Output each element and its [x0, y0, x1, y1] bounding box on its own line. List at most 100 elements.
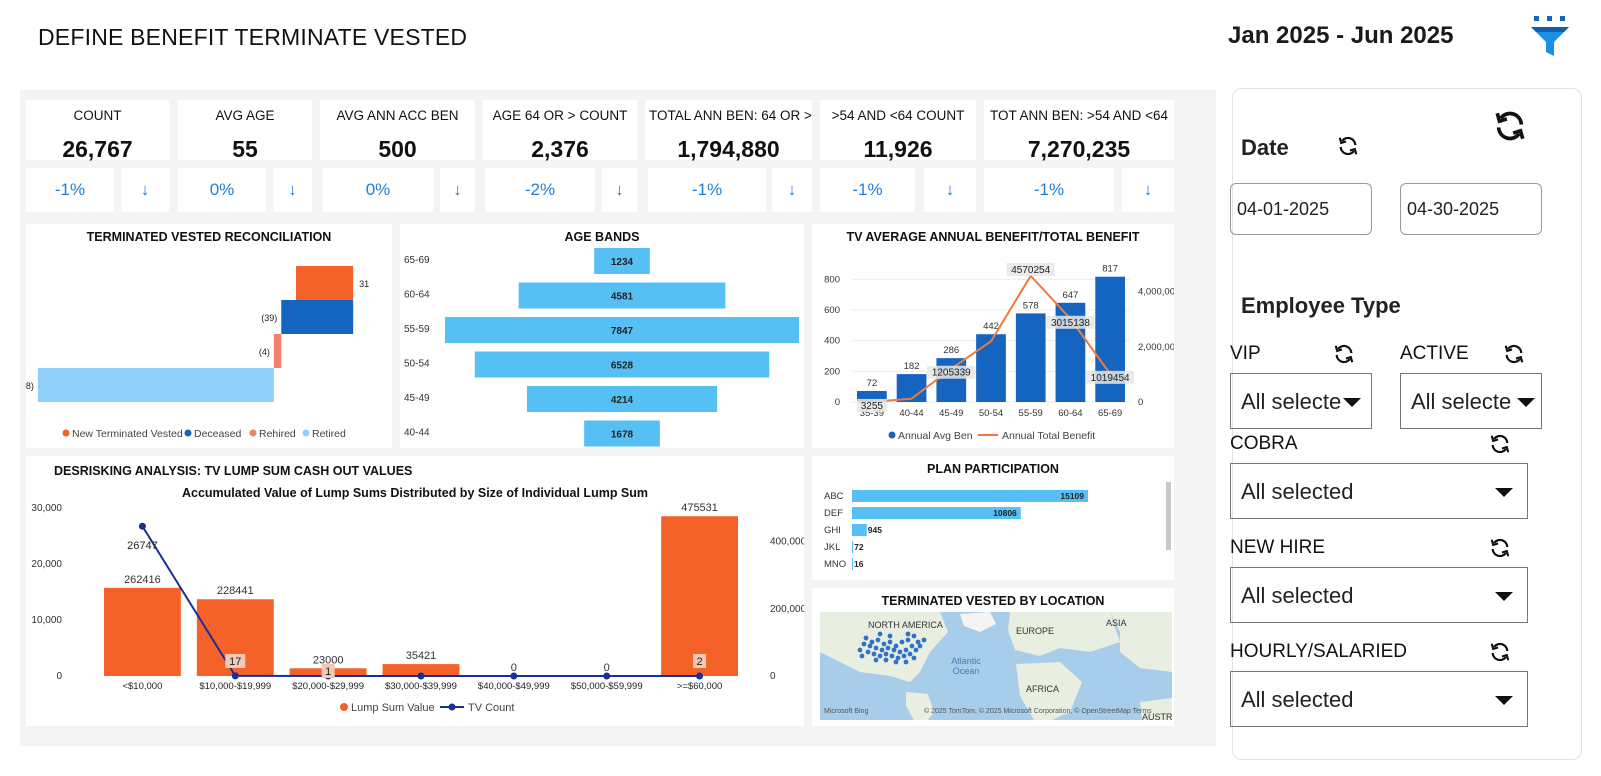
line-label-bg: [1006, 262, 1055, 276]
bar-label: 0: [604, 662, 610, 674]
filter-icon[interactable]: [1528, 14, 1572, 60]
kpi-label: COUNT: [73, 108, 122, 123]
legend-marker: [448, 703, 456, 711]
kpi-label: AVG ANN ACC BEN: [336, 108, 459, 123]
bar: [896, 374, 927, 402]
legend-marker: [302, 429, 310, 437]
chart-subtitle: Accumulated Value of Lump Sums Distribut…: [181, 486, 649, 500]
category-label: DEF: [824, 508, 843, 519]
x-tick-label: 35-39: [860, 408, 884, 419]
new-hire-dropdown[interactable]: All selected: [1230, 567, 1528, 623]
age-bands-chart: 65-69 1234 60-64 4581 55-59 7847 50-54 6528 45-4…: [404, 248, 799, 447]
category-label: MNO: [824, 559, 846, 570]
data-label: 16: [854, 559, 864, 569]
legend-marker: [340, 703, 348, 711]
hourly-salaried-dropdown[interactable]: All selected: [1230, 671, 1528, 727]
kpi-change: -1%: [26, 168, 114, 212]
plan-participation-chart: ABC 15109 DEF 10806 GHI 945 JKL 72 MNO 16: [824, 490, 1088, 570]
refresh-all-icon[interactable]: [1493, 109, 1527, 143]
map-point: [865, 649, 871, 655]
line-label-bg: [856, 398, 887, 412]
active-dropdown[interactable]: All selected: [1400, 373, 1542, 429]
map-point: [901, 653, 907, 659]
category-label: 60-64: [404, 290, 430, 301]
chevron-down-icon: [1495, 488, 1513, 497]
bar-label: 35421: [406, 650, 437, 662]
active-dropdown-value: All selected: [1411, 389, 1511, 414]
kpi-label: TOTAL ANN BEN: 64 OR >: [649, 108, 812, 123]
x-tick-label: >=$60,000: [677, 681, 722, 692]
kpi-avg-ann-acc-ben: AVG ANN ACC BEN 500: [320, 100, 475, 162]
hourly-salaried-refresh-icon[interactable]: [1489, 641, 1511, 663]
map-label: EUROPE: [1016, 626, 1055, 636]
chevron-down-icon: [1495, 696, 1513, 705]
x-tick-label: 50-54: [979, 408, 1003, 419]
bar: [104, 587, 181, 676]
chart-title: TV AVERAGE ANNUAL BENEFIT/TOTAL BENEFIT: [846, 230, 1140, 244]
map-point: [885, 645, 891, 651]
legend-marker: [184, 429, 192, 437]
chevron-down-icon: [1495, 592, 1513, 601]
map-point: [903, 647, 909, 653]
new-hire-refresh-icon[interactable]: [1489, 537, 1511, 559]
map-point: [877, 631, 883, 637]
scrollbar[interactable]: [1166, 482, 1171, 550]
line-point: [138, 522, 146, 530]
x-tick-label: $30,000-$39,999: [385, 681, 457, 692]
kpi-label: >54 AND <64 COUNT: [831, 108, 965, 123]
vip-dropdown[interactable]: All selected: [1230, 373, 1372, 429]
map-point: [905, 637, 911, 643]
cobra-refresh-icon[interactable]: [1489, 433, 1511, 455]
map-point: [867, 643, 873, 649]
waterfall-bar: [281, 300, 354, 334]
end-date-input[interactable]: 04-30-2025: [1400, 183, 1542, 235]
category-label: 65-69: [404, 255, 430, 266]
y-tick-label: 800: [824, 274, 840, 285]
legend-label: Annual Total Benefit: [1002, 430, 1095, 442]
active-label: ACTIVE: [1400, 343, 1469, 364]
kpi-tot-ann-ben-54-64: TOT ANN BEN: >54 AND <64 7,270,235: [984, 100, 1174, 162]
line-label: 1205339: [932, 368, 971, 379]
map-point: [915, 639, 921, 645]
legend-marker: [888, 431, 896, 439]
date-refresh-icon[interactable]: [1337, 135, 1359, 157]
map-point: [871, 651, 877, 657]
kpi-54-64-count: >54 AND <64 COUNT 11,926: [820, 100, 976, 162]
bar: [382, 664, 460, 676]
data-label: (39): [261, 313, 277, 323]
active-refresh-icon[interactable]: [1503, 343, 1525, 365]
data-label: 72: [854, 542, 864, 552]
chevron-down-icon: [1517, 398, 1535, 407]
location-map[interactable]: NORTH AMERICA EUROPE ASIA Atlantic Ocean…: [820, 612, 1172, 720]
bar: [1015, 313, 1046, 402]
data-label: (4): [259, 347, 270, 357]
map-point: [861, 641, 867, 647]
y-tick-label: 0: [56, 671, 62, 682]
map-point: [869, 639, 875, 645]
bar: [857, 390, 887, 402]
line-point: [696, 672, 704, 680]
kpi-change: 0%: [323, 168, 433, 212]
data-label: 945: [868, 525, 882, 535]
funnel-bar: [445, 317, 799, 343]
down-arrow-icon: ↓: [1122, 168, 1174, 212]
employee-type-heading: Employee Type: [1241, 293, 1401, 318]
new-hire-dropdown-value: All selected: [1241, 583, 1354, 608]
cobra-dropdown[interactable]: All selected: [1230, 463, 1528, 519]
category-label: JKL: [824, 542, 840, 553]
data-label: 7847: [611, 326, 634, 337]
vip-refresh-icon[interactable]: [1333, 343, 1355, 365]
bar-label: 23000: [313, 654, 344, 666]
line-label-bg: [321, 664, 335, 678]
data-label: 6528: [611, 361, 634, 372]
y-tick-label: 30,000: [31, 503, 62, 514]
bar: [852, 558, 853, 570]
kpi-change: -1%: [648, 168, 766, 212]
legend-label: Lump Sum Value: [351, 702, 435, 714]
tv-average-benefit-panel: TV AVERAGE ANNUAL BENEFIT/TOTAL BENEFIT …: [812, 224, 1174, 448]
start-date-input[interactable]: 04-01-2025: [1230, 183, 1372, 235]
map-point: [887, 633, 893, 639]
line-point: [510, 672, 518, 680]
line-label: 17: [229, 656, 241, 668]
